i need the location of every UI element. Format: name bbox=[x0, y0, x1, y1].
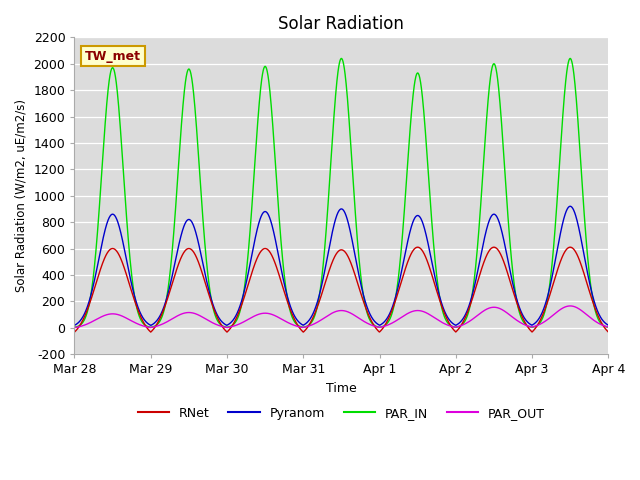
Title: Solar Radiation: Solar Radiation bbox=[278, 15, 404, 33]
PAR_OUT bbox=[371, 323, 378, 329]
Line: PAR_IN: PAR_IN bbox=[74, 59, 608, 327]
PAR_OUT bbox=[314, 319, 322, 325]
Y-axis label: Solar Radiation (W/m2, uE/m2/s): Solar Radiation (W/m2, uE/m2/s) bbox=[15, 99, 28, 292]
RNet bbox=[371, 323, 378, 329]
PAR_IN bbox=[604, 324, 611, 330]
Pyranom bbox=[371, 318, 378, 324]
Line: PAR_OUT: PAR_OUT bbox=[74, 306, 608, 328]
PAR_IN bbox=[314, 301, 322, 307]
PAR_OUT bbox=[604, 324, 611, 330]
PAR_IN bbox=[604, 324, 612, 330]
Line: Pyranom: Pyranom bbox=[74, 206, 608, 325]
Legend: RNet, Pyranom, PAR_IN, PAR_OUT: RNet, Pyranom, PAR_IN, PAR_OUT bbox=[132, 402, 550, 424]
RNet bbox=[70, 329, 78, 335]
Pyranom bbox=[540, 307, 547, 313]
PAR_IN bbox=[471, 269, 479, 275]
RNet bbox=[414, 244, 422, 250]
PAR_OUT bbox=[604, 324, 612, 330]
Pyranom bbox=[70, 323, 78, 328]
RNet bbox=[555, 263, 563, 269]
PAR_OUT bbox=[555, 308, 563, 314]
Text: TW_met: TW_met bbox=[85, 49, 141, 62]
Pyranom bbox=[604, 322, 612, 328]
PAR_IN bbox=[70, 324, 78, 330]
PAR_IN bbox=[540, 313, 547, 319]
Pyranom bbox=[604, 322, 611, 327]
PAR_OUT bbox=[540, 320, 547, 325]
RNet bbox=[604, 328, 611, 334]
RNet bbox=[471, 287, 479, 293]
Pyranom bbox=[471, 282, 479, 288]
RNet bbox=[604, 329, 612, 335]
PAR_IN bbox=[555, 172, 563, 178]
Line: RNet: RNet bbox=[74, 247, 608, 332]
X-axis label: Time: Time bbox=[326, 382, 356, 395]
Pyranom bbox=[555, 240, 563, 246]
Pyranom bbox=[314, 298, 322, 303]
RNet bbox=[314, 303, 322, 309]
PAR_IN bbox=[371, 323, 378, 328]
Pyranom bbox=[566, 204, 574, 209]
PAR_OUT bbox=[70, 325, 78, 331]
RNet bbox=[540, 310, 547, 316]
PAR_OUT bbox=[566, 303, 574, 309]
PAR_OUT bbox=[471, 314, 479, 320]
PAR_IN bbox=[337, 56, 345, 61]
